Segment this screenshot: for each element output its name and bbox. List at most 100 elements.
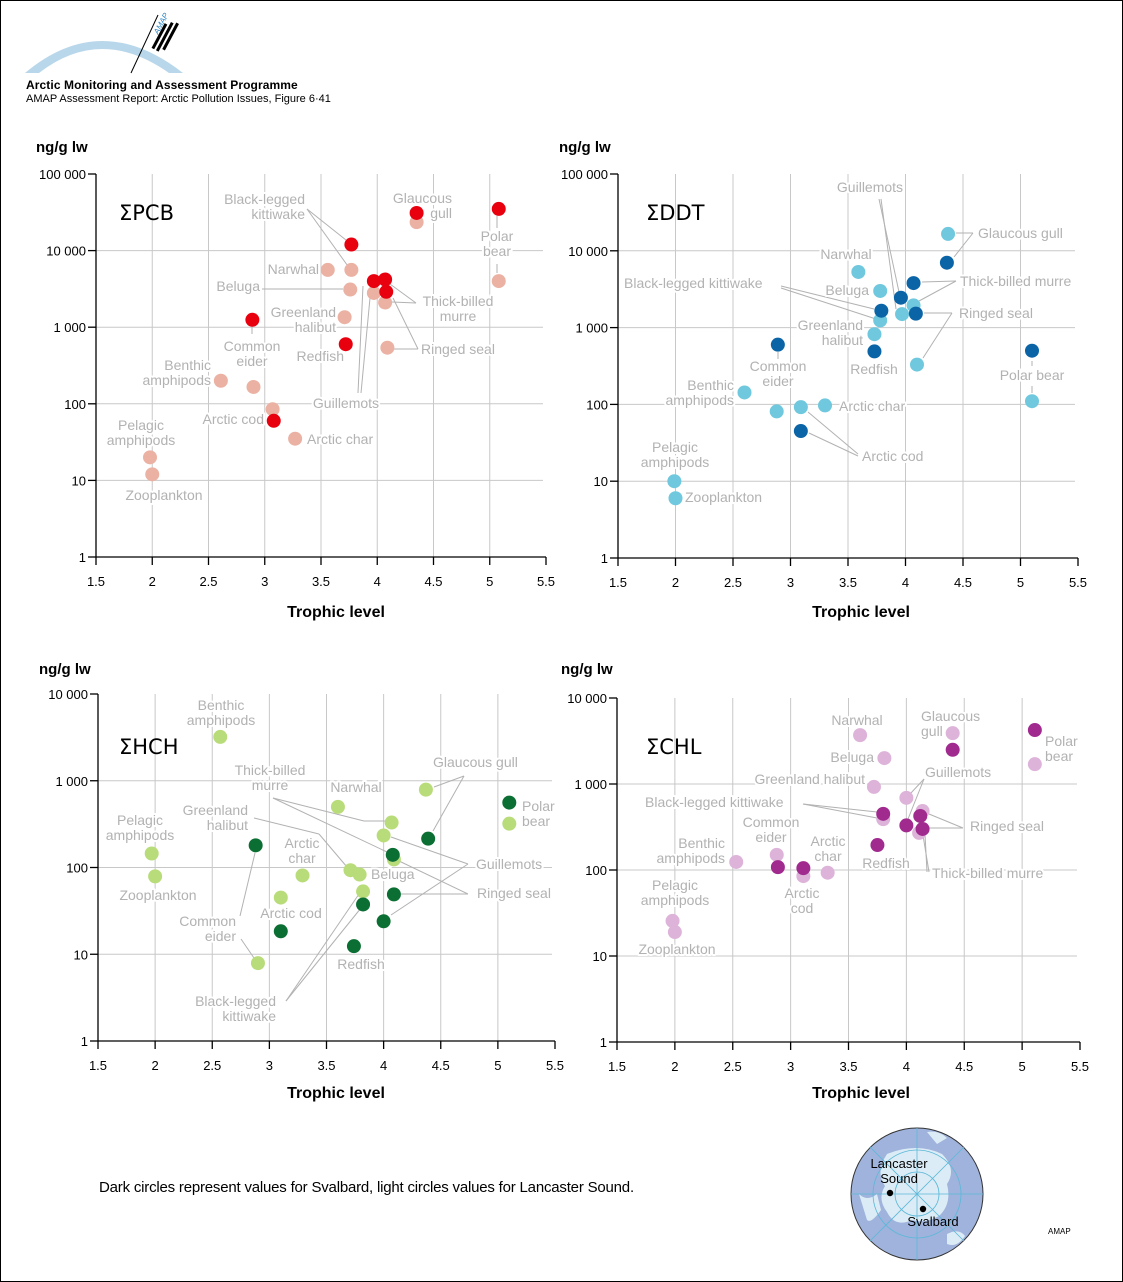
data-point-beluga	[877, 751, 892, 766]
x-tick-label: 3.5	[839, 575, 857, 590]
species-label: Redfish	[337, 956, 384, 972]
org-title: Arctic Monitoring and Assessment Program…	[26, 78, 298, 92]
legend-footnote: Dark circles represent values for Svalba…	[99, 1179, 634, 1196]
leader-line	[918, 280, 957, 302]
x-tick-label: 2	[149, 574, 156, 589]
species-label: Polar	[522, 798, 555, 814]
data-point-common-eider	[246, 379, 261, 394]
species-label: Redfish	[862, 855, 909, 871]
species-label: Common	[743, 814, 800, 830]
species-label: eider	[755, 829, 786, 845]
data-point-arctic-cod	[273, 924, 288, 939]
y-tick-label: 100	[64, 397, 86, 412]
x-tick-label: 5	[1017, 575, 1024, 590]
data-point-redfish	[870, 838, 885, 853]
chart-panel-sum-pcb: 1.5 2 2.5 3 3.5 4 4.5 5 5.5 1 10 100 1 000 10 000 100 …	[36, 139, 555, 621]
data-point-arctic-cod	[793, 424, 808, 439]
data-point-black-legged-kittiwake	[344, 262, 359, 277]
data-point-black-legged-kittiwake	[356, 897, 371, 912]
species-label: Benthic	[687, 377, 734, 393]
leader-line	[953, 232, 974, 258]
species-label: Ringed seal	[970, 818, 1044, 834]
series-light-lancaster-sound	[144, 729, 517, 971]
species-label: Black-legged	[224, 191, 305, 207]
leader-line	[398, 860, 469, 895]
y-tick-label: 10 000	[568, 244, 608, 259]
y-tick-label: 100 000	[561, 167, 608, 182]
panel-title: ΣCHL	[646, 735, 702, 759]
species-label: Arctic cod	[260, 905, 321, 921]
species-label: Greenland	[798, 317, 863, 333]
data-point-arctic-cod	[796, 861, 811, 876]
map-label-svalbard: Svalbard	[907, 1214, 958, 1229]
data-point-pelagic-amphipods	[143, 450, 157, 465]
series-dark-svalbard	[770, 255, 1039, 439]
y-tick-label: 100	[586, 397, 608, 412]
data-point-common-eider	[245, 312, 260, 327]
species-label: Narwhal	[820, 246, 871, 262]
series-dark-svalbard	[245, 201, 506, 428]
species-label: char	[288, 850, 316, 866]
leader-line	[907, 778, 925, 820]
data-point-glaucous-gull	[941, 226, 956, 241]
species-label: Arctic char	[839, 398, 905, 414]
species-label: Benthic	[164, 357, 211, 373]
data-point-glaucous-gull	[418, 782, 433, 797]
species-label: Greenland	[271, 304, 336, 320]
species-label: Common	[750, 358, 807, 374]
data-point-benthic-amphipods	[213, 373, 228, 388]
data-point-beluga	[873, 283, 888, 298]
leader-line	[928, 813, 964, 829]
data-point-thick-billed-murre	[378, 272, 393, 287]
x-tick-label: 4	[374, 574, 381, 589]
data-point-guillemots	[899, 818, 914, 833]
data-point-benthic-amphipods	[737, 385, 752, 400]
species-label: Ringed seal	[477, 885, 551, 901]
data-point-glaucous-gull	[945, 726, 960, 741]
species-label: Narwhal	[268, 261, 319, 277]
species-label: Arctic	[811, 833, 846, 849]
species-label: Narwhal	[831, 712, 882, 728]
leader-line	[807, 411, 859, 455]
y-axis-title: ng/g lw	[559, 139, 611, 156]
species-label: Redfish	[850, 361, 897, 377]
x-tick-label: 4.5	[432, 1058, 450, 1073]
species-label: amphipods	[666, 392, 735, 408]
chart-panel-sum-chl: 1.5 2 2.5 3 3.5 4 4.5 5 5.5 1 10 100 1 000 10 000 ng/g…	[561, 661, 1089, 1102]
leader-line	[306, 208, 352, 245]
data-point-guillemots	[899, 790, 914, 805]
y-tick-label: 10 000	[48, 687, 88, 702]
leader-line	[389, 283, 417, 304]
leader-line	[878, 198, 900, 293]
data-point-thick-billed-murre	[384, 815, 399, 830]
x-tick-label: 1.5	[609, 575, 627, 590]
data-point-ringed-seal	[908, 306, 923, 321]
y-tick-label: 100	[66, 861, 88, 876]
y-axis-title: ng/g lw	[561, 661, 613, 678]
x-axis-title: Trophic level	[287, 604, 385, 621]
leader-line	[239, 852, 256, 917]
leader-line	[392, 297, 419, 350]
data-point-redfish	[867, 344, 882, 359]
x-tick-label: 5.5	[537, 574, 555, 589]
species-label: Pelagic	[117, 812, 163, 828]
species-label: Beluga	[216, 278, 260, 294]
arctic-map: Lancaster Sound Svalbard	[850, 1127, 984, 1261]
y-tick-label: 100	[585, 863, 607, 878]
leader-line	[390, 863, 469, 916]
leader-line	[240, 938, 255, 959]
y-tick-label: 10 000	[567, 691, 607, 706]
data-point-glaucous-gull	[409, 205, 424, 220]
leader-line	[802, 803, 878, 819]
y-tick-label: 1	[601, 551, 608, 566]
data-point-black-legged-kittiwake	[356, 884, 371, 899]
map-label-lancaster: Lancaster	[870, 1156, 928, 1171]
data-point-greenland-halibut	[867, 327, 882, 342]
data-point-arctic-char	[295, 868, 310, 883]
species-label: Black-legged	[195, 993, 276, 1009]
species-label: Glaucous gull	[978, 225, 1063, 241]
data-point-zooplankton	[667, 925, 682, 940]
leader-line	[390, 836, 469, 865]
